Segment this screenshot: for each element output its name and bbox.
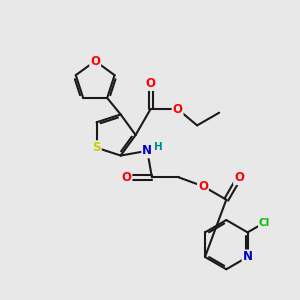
Text: O: O (90, 55, 100, 68)
Text: N: N (142, 144, 152, 158)
Text: O: O (146, 77, 156, 90)
Text: O: O (172, 103, 183, 116)
Text: Cl: Cl (259, 218, 270, 228)
Text: O: O (198, 180, 208, 193)
Text: N: N (243, 250, 253, 263)
Text: O: O (234, 171, 244, 184)
Text: H: H (154, 142, 163, 152)
Text: S: S (92, 141, 101, 154)
Text: O: O (122, 171, 131, 184)
